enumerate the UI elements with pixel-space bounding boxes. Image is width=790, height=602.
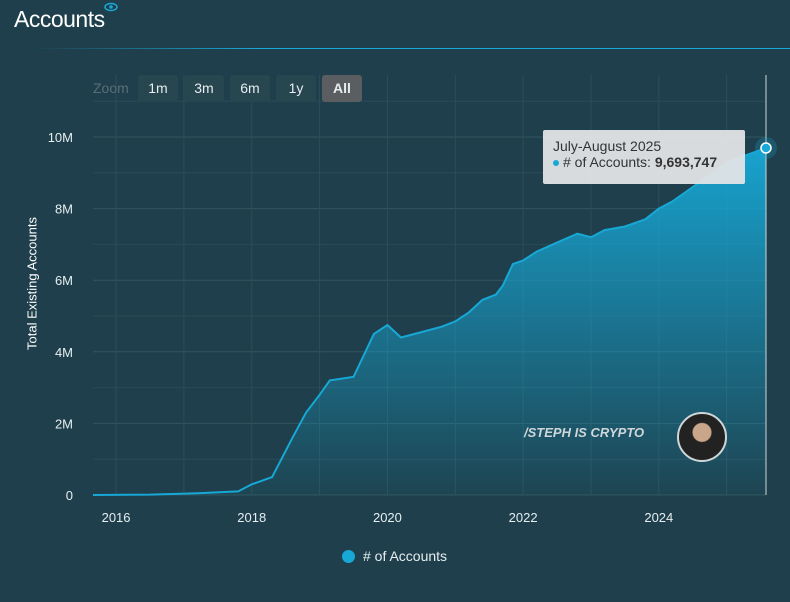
y-tick-label: 6M <box>55 273 73 288</box>
hover-point <box>760 142 772 154</box>
legend-item-accounts[interactable]: # of Accounts <box>342 548 447 564</box>
series-dot-icon <box>553 160 559 167</box>
x-tick-label: 2022 <box>509 510 538 525</box>
x-tick-label: 2024 <box>644 510 673 525</box>
tooltip: July-August 2025 # of Accounts: 9,693,74… <box>543 130 745 184</box>
area-fill <box>93 148 766 495</box>
zoom-1m-button[interactable]: 1m <box>138 75 178 102</box>
tooltip-value: 9,693,747 <box>654 154 718 170</box>
tooltip-period: July-August 2025 <box>553 138 662 154</box>
zoom-1y-button[interactable]: 1y <box>276 75 316 102</box>
page-title: Accounts <box>14 6 105 32</box>
y-axis-title: Total Existing Accounts <box>24 217 40 350</box>
title-divider <box>32 48 790 49</box>
y-tick-label: 0 <box>66 488 73 503</box>
y-tick-label: 2M <box>55 416 73 431</box>
legend-dot-icon <box>342 550 355 563</box>
series-line <box>92 147 767 496</box>
y-tick-label: 8M <box>55 202 73 217</box>
x-tick-label: 2016 <box>102 510 131 525</box>
zoom-6m-button[interactable]: 6m <box>230 75 270 102</box>
zoom-label: Zoom <box>93 80 129 96</box>
y-tick-label: 4M <box>55 345 73 360</box>
avatar <box>677 412 727 462</box>
x-tick-label: 2020 <box>373 510 402 525</box>
watermark: /STEPH IS CRYPTO <box>524 425 645 440</box>
eye-icon[interactable] <box>104 2 118 12</box>
x-tick-label: 2018 <box>237 510 266 525</box>
zoom-3m-button[interactable]: 3m <box>184 75 224 102</box>
zoom-all-button[interactable]: All <box>322 75 362 102</box>
tooltip-series-label: # of Accounts: <box>563 154 651 170</box>
legend-label: # of Accounts <box>363 548 448 564</box>
y-tick-label: 10M <box>48 130 73 145</box>
